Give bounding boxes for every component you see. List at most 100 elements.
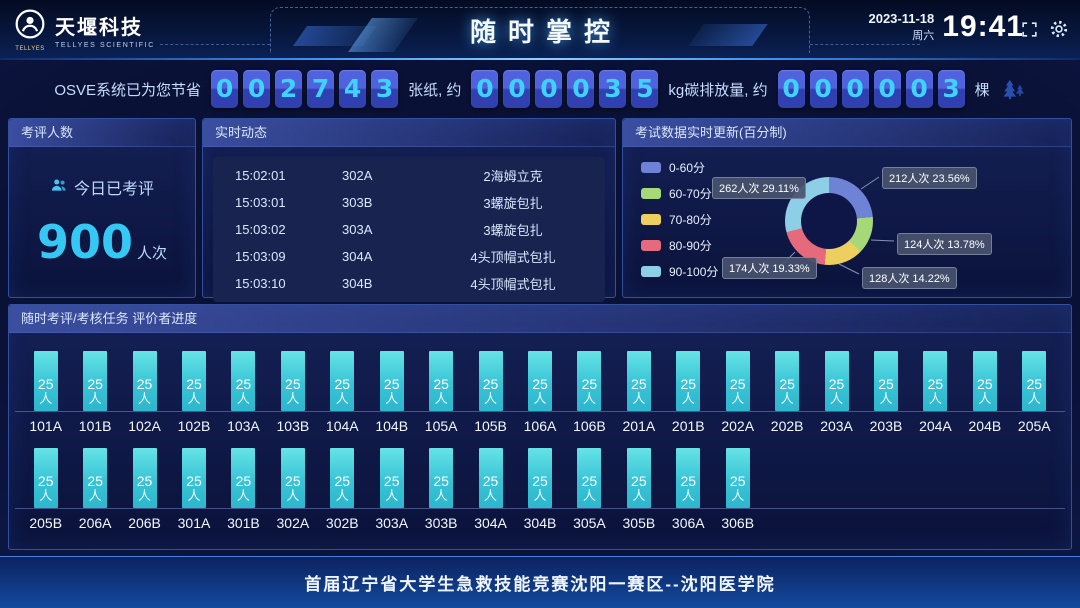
progress-bar-count: 25: [729, 472, 746, 489]
progress-bar-room: 103B: [276, 418, 310, 434]
live-time: 15:03:01: [235, 195, 286, 210]
progress-bar-cell[interactable]: 25 人 104A: [318, 351, 367, 434]
legend-swatch: [641, 266, 661, 277]
progress-bar-cell[interactable]: 25 人 301A: [169, 448, 218, 531]
date: 2023-11-18: [868, 11, 935, 26]
progress-bar-cell[interactable]: 25 人 202A: [713, 351, 762, 434]
progress-bar-count: 25: [779, 375, 795, 392]
legend-label: 90-100分: [669, 265, 719, 279]
progress-bar-count: 25: [631, 375, 647, 392]
progress-bar-cell[interactable]: 25 人 101B: [70, 351, 119, 434]
live-item: 4头顶帽式包扎: [470, 277, 556, 292]
legend-item[interactable]: 60-70分: [641, 185, 718, 202]
progress-bar-unit: 人: [138, 391, 152, 407]
weekday: 周六: [912, 30, 935, 42]
progress-bar-cell[interactable]: 25 人 205A: [1010, 351, 1059, 434]
header-dash-line: [160, 44, 270, 45]
counter-digit: 0: [905, 70, 933, 108]
progress-bar-count: 25: [87, 472, 103, 489]
live-row: 15:03:02 303A 3螺旋包扎: [213, 216, 605, 243]
progress-bar-cell[interactable]: 25 人 106B: [565, 351, 614, 434]
progress-bar-cell[interactable]: 25 人 203A: [812, 351, 861, 434]
progress-bar-count: 25: [977, 375, 993, 392]
progress-bar-cell[interactable]: 25 人 206A: [70, 448, 119, 531]
progress-bar-unit: 人: [582, 391, 596, 407]
progress-bar-cell[interactable]: 25 人 201A: [614, 351, 663, 434]
header: TELLYES 天堰科技 TELLYES SCIENTIFIC 随时掌控 202…: [0, 0, 1080, 60]
progress-bar-cell[interactable]: 25 人 301B: [219, 448, 268, 531]
progress-bar-cell[interactable]: 25 人 305A: [565, 448, 614, 531]
progress-bar-cell[interactable]: 25 人 302B: [318, 448, 367, 531]
progress-bar-unit: 人: [681, 488, 695, 504]
live-room: 304A: [342, 249, 373, 264]
progress-bar-unit: 人: [830, 391, 844, 407]
progress-bar-cell[interactable]: 25 人 303B: [416, 448, 465, 531]
progress-bar-room: 301B: [227, 515, 260, 531]
progress-bar-room: 206A: [78, 515, 112, 531]
progress-bar-unit: 人: [632, 488, 646, 504]
counter-digit: 4: [339, 70, 367, 108]
progress-bar-room: 105B: [474, 418, 507, 434]
progress-bar-cell[interactable]: 25 人 302A: [268, 448, 317, 531]
live-item: 2海姆立克: [483, 169, 543, 184]
progress-bar-cell[interactable]: 25 人 102B: [169, 351, 218, 434]
progress-bar: 25 人: [132, 448, 157, 508]
progress-bar-cell[interactable]: 25 人 106A: [515, 351, 564, 434]
progress-bar-room: 303B: [424, 515, 458, 531]
today-assessed-unit: 人次: [137, 245, 168, 262]
person-circle-logo-icon: [14, 8, 46, 45]
progress-bar-cell[interactable]: 25 人 204A: [911, 351, 960, 434]
progress-bar-cell[interactable]: 25 人 102A: [120, 351, 169, 434]
progress-bar-unit: 人: [681, 391, 695, 407]
progress-bar-count: 25: [186, 375, 202, 392]
counter-digit: 2: [275, 70, 303, 108]
gear-icon[interactable]: [1048, 18, 1070, 40]
live-item: 3螺旋包扎: [483, 223, 543, 238]
progress-bar-cell[interactable]: 25 人 105B: [466, 351, 515, 434]
progress-bar-cell[interactable]: 25 人 304B: [515, 448, 564, 531]
progress-bar-count: 25: [87, 375, 103, 392]
progress-bar-cell[interactable]: 25 人 205B: [21, 448, 70, 531]
legend-item[interactable]: 70-80分: [641, 211, 718, 228]
legend-item[interactable]: 0-60分: [641, 159, 718, 176]
progress-bar-unit: 人: [335, 488, 349, 504]
counter-digit: 7: [307, 70, 335, 108]
progress-bar-cell[interactable]: 25 人 305B: [614, 448, 663, 531]
progress-bar-cell[interactable]: 25 人 104B: [367, 351, 416, 434]
progress-bar-cell[interactable]: 25 人 304A: [466, 448, 515, 531]
progress-bar-room: 201B: [671, 418, 705, 434]
progress-bar: 25 人: [676, 351, 701, 411]
progress-bar-room: 102A: [128, 418, 161, 434]
progress-bar-cell[interactable]: 25 人 206B: [120, 448, 169, 531]
progress-bar-count: 25: [581, 472, 598, 489]
progress-bar: 25 人: [231, 351, 256, 411]
live-room: 303B: [342, 195, 373, 210]
progress-bar-cell[interactable]: 25 人 306A: [664, 448, 713, 531]
progress-bar-room: 304A: [474, 515, 507, 531]
counter-digit: 0: [535, 70, 563, 108]
fullscreen-icon[interactable]: [1020, 20, 1039, 39]
progress-bar-cell[interactable]: 25 人 306B: [713, 448, 762, 531]
progress-bar-count: 25: [482, 375, 499, 392]
counter-suffix: 张纸, 约: [408, 81, 462, 99]
today-assessed-label: 今日已考评: [73, 181, 154, 198]
legend-item[interactable]: 80-90分: [641, 237, 718, 254]
progress-bar-unit: 人: [533, 391, 547, 407]
panel-assessment-count: 考评人数 今日已考评 900 人次: [8, 118, 196, 298]
legend-item[interactable]: 90-100分: [641, 263, 718, 280]
progress-bar-cell[interactable]: 25 人 303A: [367, 448, 416, 531]
progress-bar-cell[interactable]: 25 人 103A: [219, 351, 268, 434]
progress-bar-cell[interactable]: 25 人 201B: [664, 351, 713, 434]
progress-bar-cell[interactable]: 25 人 202B: [762, 351, 811, 434]
progress-bar-count: 25: [532, 375, 548, 392]
progress-bar-cell[interactable]: 25 人 101A: [21, 351, 70, 434]
logo-badge: TELLYES: [15, 46, 45, 52]
counter-digit: 0: [243, 70, 271, 108]
counter-digit: 5: [631, 70, 659, 108]
progress-bar-cell[interactable]: 25 人 103B: [268, 351, 317, 434]
progress-bar-cell[interactable]: 25 人 105A: [416, 351, 465, 434]
progress-bar-cell[interactable]: 25 人 203B: [861, 351, 910, 434]
progress-bar: 25 人: [577, 351, 602, 411]
progress-bar-cell[interactable]: 25 人 204B: [960, 351, 1009, 434]
progress-bar-count: 25: [285, 375, 301, 392]
